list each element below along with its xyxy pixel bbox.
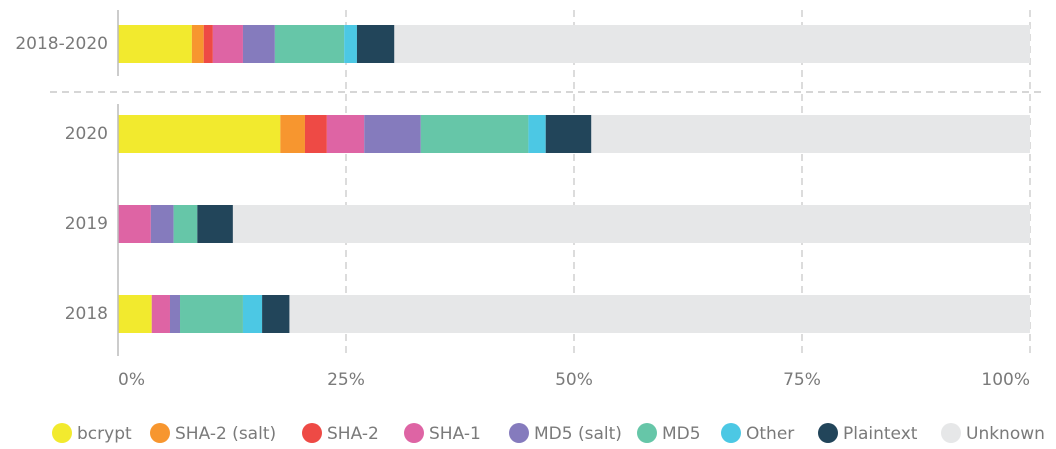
legend-label: Other bbox=[746, 424, 794, 444]
bar-segment bbox=[420, 115, 529, 153]
legend-swatch bbox=[941, 423, 961, 443]
x-tick-label: 0% bbox=[118, 370, 145, 390]
bar-segment bbox=[242, 25, 275, 63]
bar-segment bbox=[344, 25, 357, 63]
bar-segment bbox=[180, 295, 243, 333]
bar-segment bbox=[203, 25, 213, 63]
legend-label: SHA-2 (salt) bbox=[175, 424, 276, 444]
legend-swatch bbox=[52, 423, 72, 443]
x-tick-label: 75% bbox=[783, 370, 821, 390]
legend-swatch bbox=[818, 423, 838, 443]
bar-segment bbox=[173, 205, 198, 243]
x-tick-label: 50% bbox=[555, 370, 593, 390]
bar-segment bbox=[150, 205, 174, 243]
bar-segment bbox=[394, 25, 1030, 63]
bar-segment bbox=[118, 205, 151, 243]
bar-segment bbox=[197, 205, 233, 243]
x-tick-label: 100% bbox=[981, 370, 1030, 390]
bar-segment bbox=[242, 295, 263, 333]
bar-segment bbox=[356, 25, 395, 63]
legend-label: SHA-1 bbox=[429, 424, 481, 444]
bar-segment bbox=[364, 115, 421, 153]
bar-segment bbox=[118, 115, 281, 153]
legend-swatch bbox=[637, 423, 657, 443]
bar-segment bbox=[326, 115, 365, 153]
bar-segment bbox=[212, 25, 243, 63]
y-tick-label: 2020 bbox=[65, 124, 108, 144]
bar-segment bbox=[274, 25, 345, 63]
y-tick-label: 2018 bbox=[65, 304, 108, 324]
bar-segment bbox=[262, 295, 290, 333]
legend-label: Unknown bbox=[966, 424, 1045, 444]
bar-segment bbox=[151, 295, 170, 333]
legend-label: MD5 (salt) bbox=[534, 424, 622, 444]
bar-segment bbox=[289, 295, 1030, 333]
bar-segment bbox=[118, 25, 192, 63]
y-tick-label: 2019 bbox=[65, 214, 108, 234]
legend-swatch bbox=[721, 423, 741, 443]
bar-segment bbox=[191, 25, 204, 63]
legend-label: Plaintext bbox=[843, 424, 918, 444]
x-tick-label: 25% bbox=[327, 370, 365, 390]
bar-segment bbox=[304, 115, 327, 153]
bar-segment bbox=[528, 115, 546, 153]
legend-swatch bbox=[150, 423, 170, 443]
bar-segment bbox=[545, 115, 592, 153]
bar-segment bbox=[591, 115, 1030, 153]
bar-segment bbox=[118, 295, 152, 333]
legend-label: MD5 bbox=[662, 424, 701, 444]
legend-swatch bbox=[509, 423, 529, 443]
bar-segment bbox=[280, 115, 305, 153]
bar-segment bbox=[169, 295, 181, 333]
bar-segment bbox=[232, 205, 1031, 243]
y-tick-label: 2018-2020 bbox=[15, 34, 108, 54]
legend-swatch bbox=[302, 423, 322, 443]
legend-label: bcrypt bbox=[77, 424, 132, 444]
legend-swatch bbox=[404, 423, 424, 443]
legend-label: SHA-2 bbox=[327, 424, 379, 444]
